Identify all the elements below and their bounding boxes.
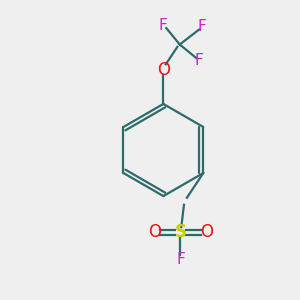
Text: F: F <box>176 252 185 267</box>
Text: S: S <box>174 224 186 242</box>
Text: F: F <box>195 53 203 68</box>
Text: O: O <box>200 224 213 242</box>
Text: F: F <box>198 19 206 34</box>
Text: O: O <box>157 61 170 79</box>
Text: O: O <box>148 224 161 242</box>
Text: F: F <box>159 18 168 33</box>
